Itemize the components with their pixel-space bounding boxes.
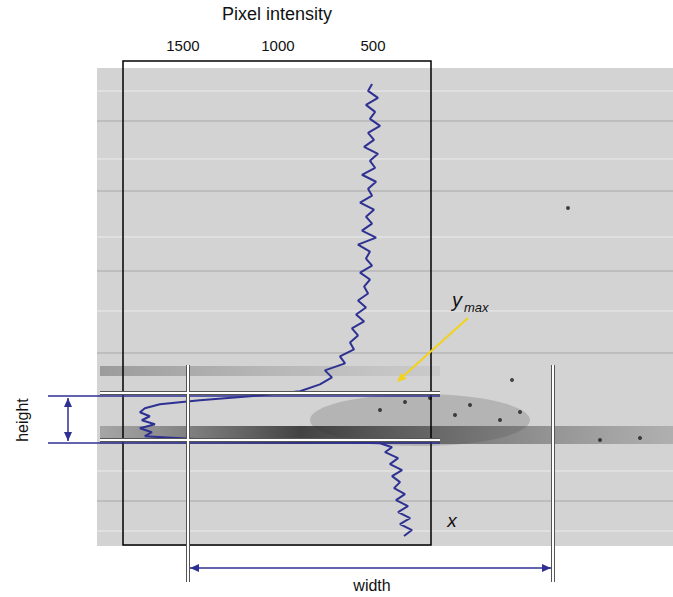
- svg-text:x: x: [446, 510, 458, 531]
- svg-text:y: y: [450, 289, 463, 311]
- svg-text:height: height: [14, 398, 31, 442]
- svg-text:max: max: [464, 300, 489, 315]
- svg-text:Pixel intensity: Pixel intensity: [222, 4, 332, 24]
- svg-text:500: 500: [360, 37, 385, 54]
- svg-text:1000: 1000: [261, 37, 294, 54]
- svg-text:1500: 1500: [166, 37, 199, 54]
- svg-text:width: width: [352, 577, 390, 594]
